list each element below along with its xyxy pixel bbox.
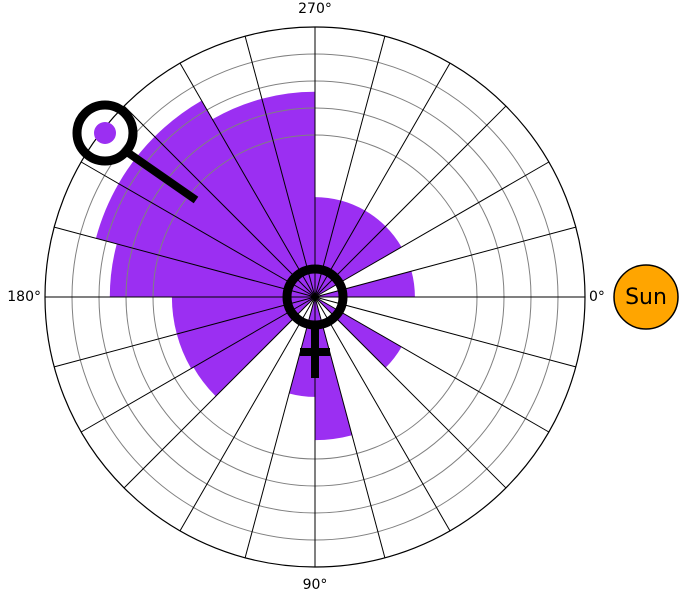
spoke xyxy=(179,62,316,298)
spoke xyxy=(80,296,316,433)
magnifier-handle xyxy=(124,148,199,204)
angle-label: 180° xyxy=(7,289,41,305)
outer-circle xyxy=(44,26,586,568)
spoke xyxy=(244,36,316,298)
bar xyxy=(176,297,315,369)
magnifier-ring xyxy=(72,100,138,166)
angle-label: 0° xyxy=(589,289,605,305)
grid xyxy=(44,26,586,568)
spoke xyxy=(314,296,386,558)
spoke xyxy=(314,296,507,489)
spoke xyxy=(314,161,550,298)
icons: Sun xyxy=(72,100,679,378)
bar xyxy=(193,297,315,397)
spoke xyxy=(123,296,316,489)
spoke xyxy=(54,296,316,368)
bar xyxy=(95,183,315,297)
spoke xyxy=(179,296,316,532)
sun-label: Sun xyxy=(625,285,667,310)
spoke xyxy=(314,105,507,298)
spoke xyxy=(314,296,576,368)
spoke xyxy=(314,296,451,532)
spoke xyxy=(80,161,316,298)
sun-marker xyxy=(613,264,679,330)
spoke xyxy=(314,296,550,433)
spoke xyxy=(244,296,316,558)
bar xyxy=(212,98,315,297)
angle-label: 270° xyxy=(298,1,332,17)
bar xyxy=(154,100,315,297)
spoke xyxy=(54,226,316,298)
angle-label: 90° xyxy=(303,577,328,589)
spoke xyxy=(314,226,576,298)
spoke xyxy=(123,105,316,298)
magnifier-dot xyxy=(94,122,116,144)
spoke xyxy=(314,36,386,298)
spoke xyxy=(314,62,451,298)
